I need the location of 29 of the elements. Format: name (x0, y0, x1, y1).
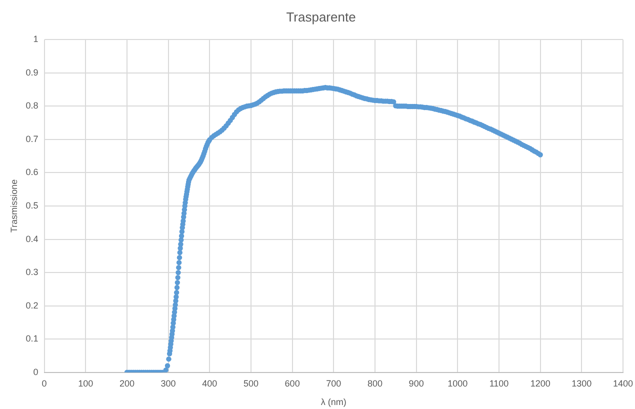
x-axis-title: λ (nm) (320, 397, 346, 408)
y-tick-label: 1 (33, 34, 38, 44)
x-tick-label: 1400 (612, 378, 634, 388)
y-tick-label: 0.6 (26, 167, 38, 178)
x-tick-label: 800 (367, 378, 383, 388)
y-axis-title: Trasmissione (8, 179, 19, 233)
y-tick-label: 0.5 (26, 200, 38, 210)
chart-title: Trasparente (286, 9, 356, 24)
x-tick-label: 300 (160, 378, 176, 388)
y-tick-label: 0.4 (26, 234, 38, 244)
y-tick-label: 0.1 (26, 334, 38, 344)
x-tick-label: 1300 (572, 378, 592, 388)
x-tick-label: 700 (326, 378, 342, 388)
x-tick-label: 600 (284, 378, 300, 388)
y-tick-label: 0.8 (26, 100, 38, 111)
y-tick-label: 0.7 (26, 134, 38, 144)
x-tick-label: 1100 (489, 378, 509, 388)
x-tick-label: 1000 (448, 378, 468, 388)
y-tick-label: 0.2 (26, 300, 38, 310)
x-tick-label: 400 (202, 378, 218, 388)
x-tick-label: 100 (78, 378, 94, 388)
x-tick-label: 500 (243, 378, 258, 388)
x-tick-label: 0 (42, 378, 47, 388)
y-tick-label: 0.3 (26, 267, 38, 278)
x-tick-label: 200 (119, 378, 134, 388)
x-tick-label: 900 (408, 378, 424, 388)
y-tick-label: 0.9 (26, 67, 38, 78)
x-tick-label: 1200 (530, 378, 550, 388)
y-tick-label: 0 (33, 366, 38, 377)
